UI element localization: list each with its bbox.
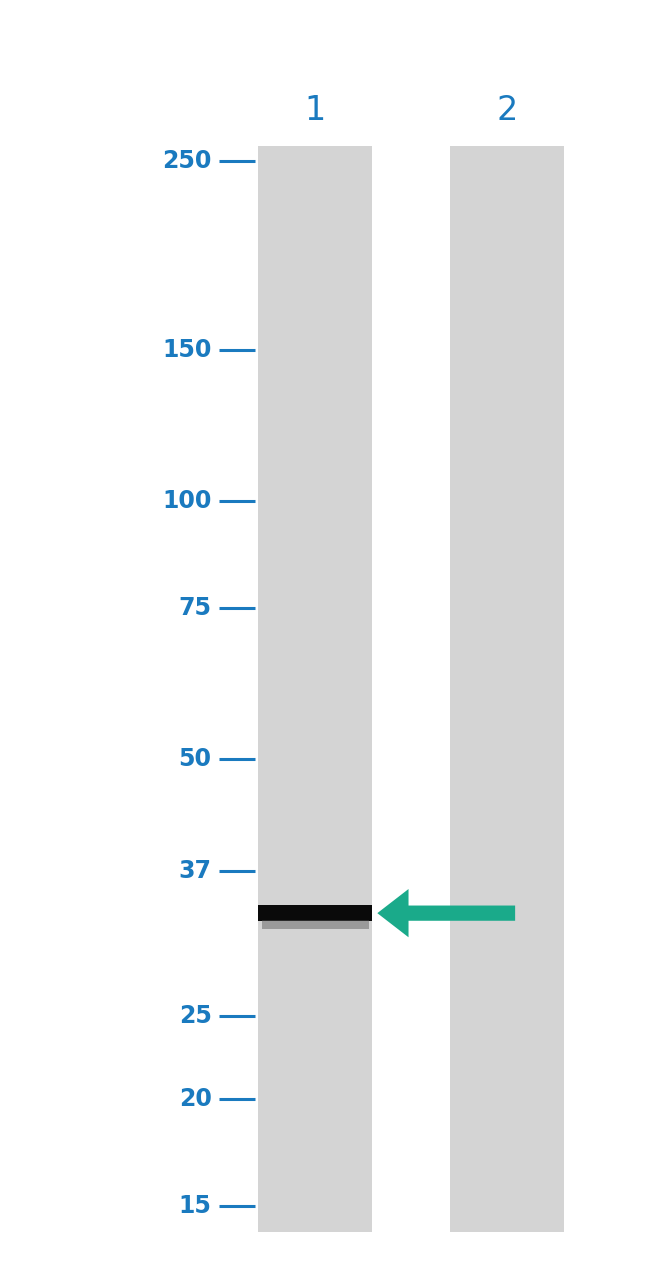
Text: 75: 75 bbox=[179, 596, 211, 620]
Text: 1: 1 bbox=[305, 94, 326, 127]
Text: 15: 15 bbox=[179, 1194, 211, 1218]
Bar bbox=[450, 146, 564, 1232]
Text: 250: 250 bbox=[162, 149, 211, 173]
FancyArrow shape bbox=[377, 889, 515, 937]
Text: 25: 25 bbox=[179, 1005, 211, 1029]
Text: 50: 50 bbox=[179, 747, 211, 771]
Text: 150: 150 bbox=[162, 339, 211, 362]
Text: 37: 37 bbox=[179, 859, 211, 883]
Text: 2: 2 bbox=[497, 94, 517, 127]
Bar bbox=[261, 921, 369, 930]
Bar bbox=[259, 906, 372, 922]
Text: 100: 100 bbox=[162, 489, 211, 513]
Bar bbox=[259, 146, 372, 1232]
Text: 20: 20 bbox=[179, 1087, 211, 1111]
